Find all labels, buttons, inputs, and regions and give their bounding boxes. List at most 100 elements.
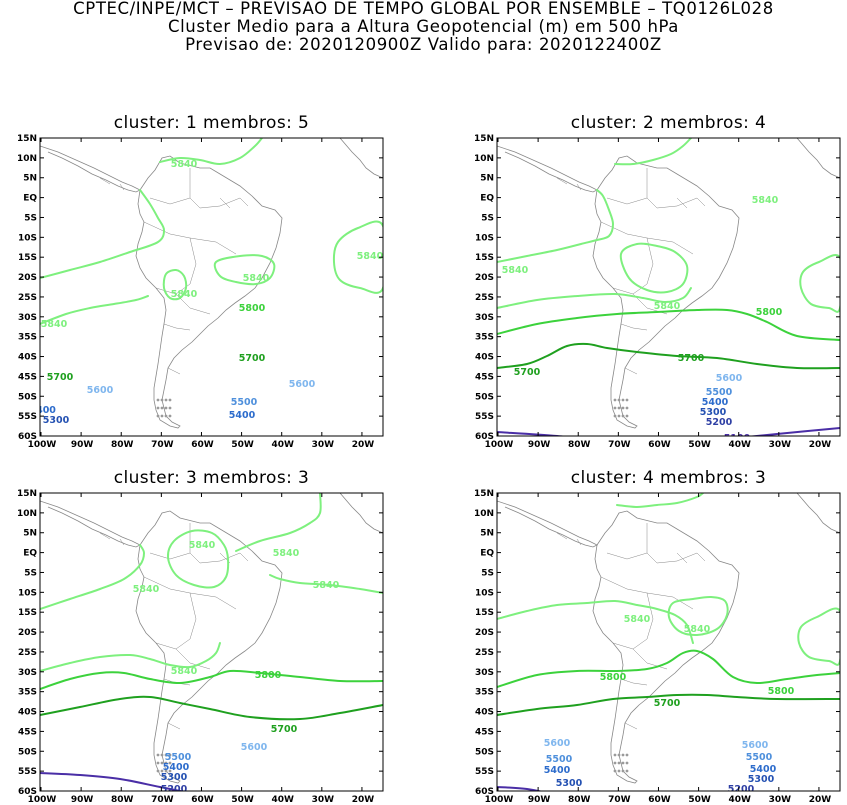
archipelago-island: [617, 753, 621, 757]
lon-tick-label: 80W: [568, 795, 591, 805]
lon-tick-label: 30W: [312, 795, 335, 805]
header-line-2: Cluster Medio para a Altura Geopotencial…: [167, 17, 680, 36]
contour-line: [616, 493, 704, 508]
contour-label: 5600: [241, 742, 268, 753]
lat-tick-label: 15S: [18, 253, 37, 263]
contour-line: [166, 529, 230, 589]
lat-tick-label: 35S: [18, 333, 37, 343]
country-border: [155, 642, 211, 670]
lat-tick-label: 25S: [18, 293, 37, 303]
contour-label: 5840: [189, 540, 216, 551]
contour-label: 5500: [706, 387, 733, 398]
archipelago-island: [160, 769, 164, 773]
lon-tick-label: 60W: [648, 440, 671, 450]
contour-label: 5500: [231, 397, 258, 408]
contour-line: [235, 493, 322, 552]
country-border: [99, 177, 111, 185]
lat-tick-label: 15N: [17, 134, 37, 144]
contour-label: 5400: [163, 762, 190, 773]
contour-line: [269, 574, 383, 594]
lat-tick-label: 10N: [17, 509, 37, 519]
lon-tick-label: 80W: [111, 795, 134, 805]
country-border: [119, 538, 125, 546]
country-border: [646, 168, 698, 209]
panel-3-title: cluster: 3 membros: 3: [113, 468, 310, 488]
country-border: [606, 552, 648, 560]
archipelago-island: [168, 414, 172, 418]
archipelago-island: [621, 398, 625, 402]
contour-label: 5400: [229, 410, 256, 421]
panel-1-title: cluster: 1 membros: 5: [113, 113, 310, 133]
contour-label: 5840: [171, 666, 198, 677]
archipelago-island: [621, 753, 625, 757]
contour-label: 5400: [750, 764, 777, 775]
archipelago-island: [164, 414, 168, 418]
contour-label: 5840: [654, 301, 681, 312]
archipelago-island: [625, 753, 629, 757]
country-border: [556, 177, 568, 185]
archipelago-island: [160, 414, 164, 418]
lat-tick-label: 15S: [475, 608, 494, 618]
lat-tick-label: 30S: [18, 313, 37, 323]
lat-tick-label: EQ: [23, 194, 37, 204]
country-border: [676, 197, 688, 209]
contour-label: 5840: [243, 273, 270, 284]
country-border: [167, 722, 181, 730]
contour-line: [40, 695, 383, 721]
panel-4-title: cluster: 4 membros: 3: [570, 468, 767, 488]
contour-label: 5200: [161, 784, 188, 795]
contour-line: [614, 138, 692, 166]
country-border: [119, 183, 125, 191]
country-border: [189, 168, 241, 209]
country-border: [696, 197, 706, 207]
archipelago-island: [613, 398, 617, 402]
coastline-south-america: [135, 155, 283, 429]
contour-label: 5500: [165, 752, 192, 763]
contour-line: [332, 220, 383, 294]
lon-tick-label: 50W: [688, 795, 711, 805]
contour-label: 5840: [684, 624, 711, 635]
archipelago-island: [168, 769, 172, 773]
country-border: [620, 678, 648, 686]
contour-label: 5840: [752, 195, 779, 206]
lon-tick-label: 80W: [568, 440, 591, 450]
lat-tick-label: 35S: [18, 688, 37, 698]
lat-tick-label: 5S: [481, 213, 494, 223]
contour-label: 5840: [41, 319, 68, 330]
lat-tick-label: 45S: [475, 727, 494, 737]
lat-tick-label: 35S: [475, 688, 494, 698]
country-border: [175, 237, 197, 295]
coastline-africa: [339, 138, 383, 179]
lon-tick-label: 50W: [231, 440, 254, 450]
contour-label: 5800: [255, 670, 282, 681]
archipelago-island: [625, 769, 629, 773]
country-border: [155, 287, 211, 315]
lat-tick-label: 20S: [475, 628, 494, 638]
country-border: [99, 532, 111, 540]
lon-tick-label: 20W: [809, 440, 832, 450]
lat-tick-label: 15S: [18, 608, 37, 618]
lat-tick-label: 10N: [474, 154, 494, 164]
contour-label: 5840: [133, 584, 160, 595]
lat-tick-label: 15N: [474, 489, 494, 499]
contour-label: 5500: [746, 752, 773, 763]
archipelago-island: [156, 414, 160, 418]
lat-tick-label: 40S: [475, 708, 494, 718]
coastline-africa: [339, 493, 383, 534]
lat-tick-label: 50S: [18, 392, 37, 402]
coastline-central-america: [497, 145, 598, 193]
contour-label: 5840: [171, 159, 198, 170]
contour-label: 5840: [624, 614, 651, 625]
lat-tick-label: 10S: [18, 588, 37, 598]
archipelago-island: [160, 398, 164, 402]
lat-tick-label: 25S: [18, 648, 37, 658]
archipelago-island: [160, 753, 164, 757]
contour-label: 5840: [171, 289, 198, 300]
contour-label: 5800: [600, 672, 627, 683]
contour-label: 5840: [357, 251, 384, 262]
lat-tick-label: 30S: [475, 313, 494, 323]
country-border: [624, 367, 638, 375]
lon-tick-label: 70W: [151, 440, 174, 450]
lat-tick-label: 60S: [18, 432, 37, 442]
lat-tick-label: 45S: [18, 372, 37, 382]
